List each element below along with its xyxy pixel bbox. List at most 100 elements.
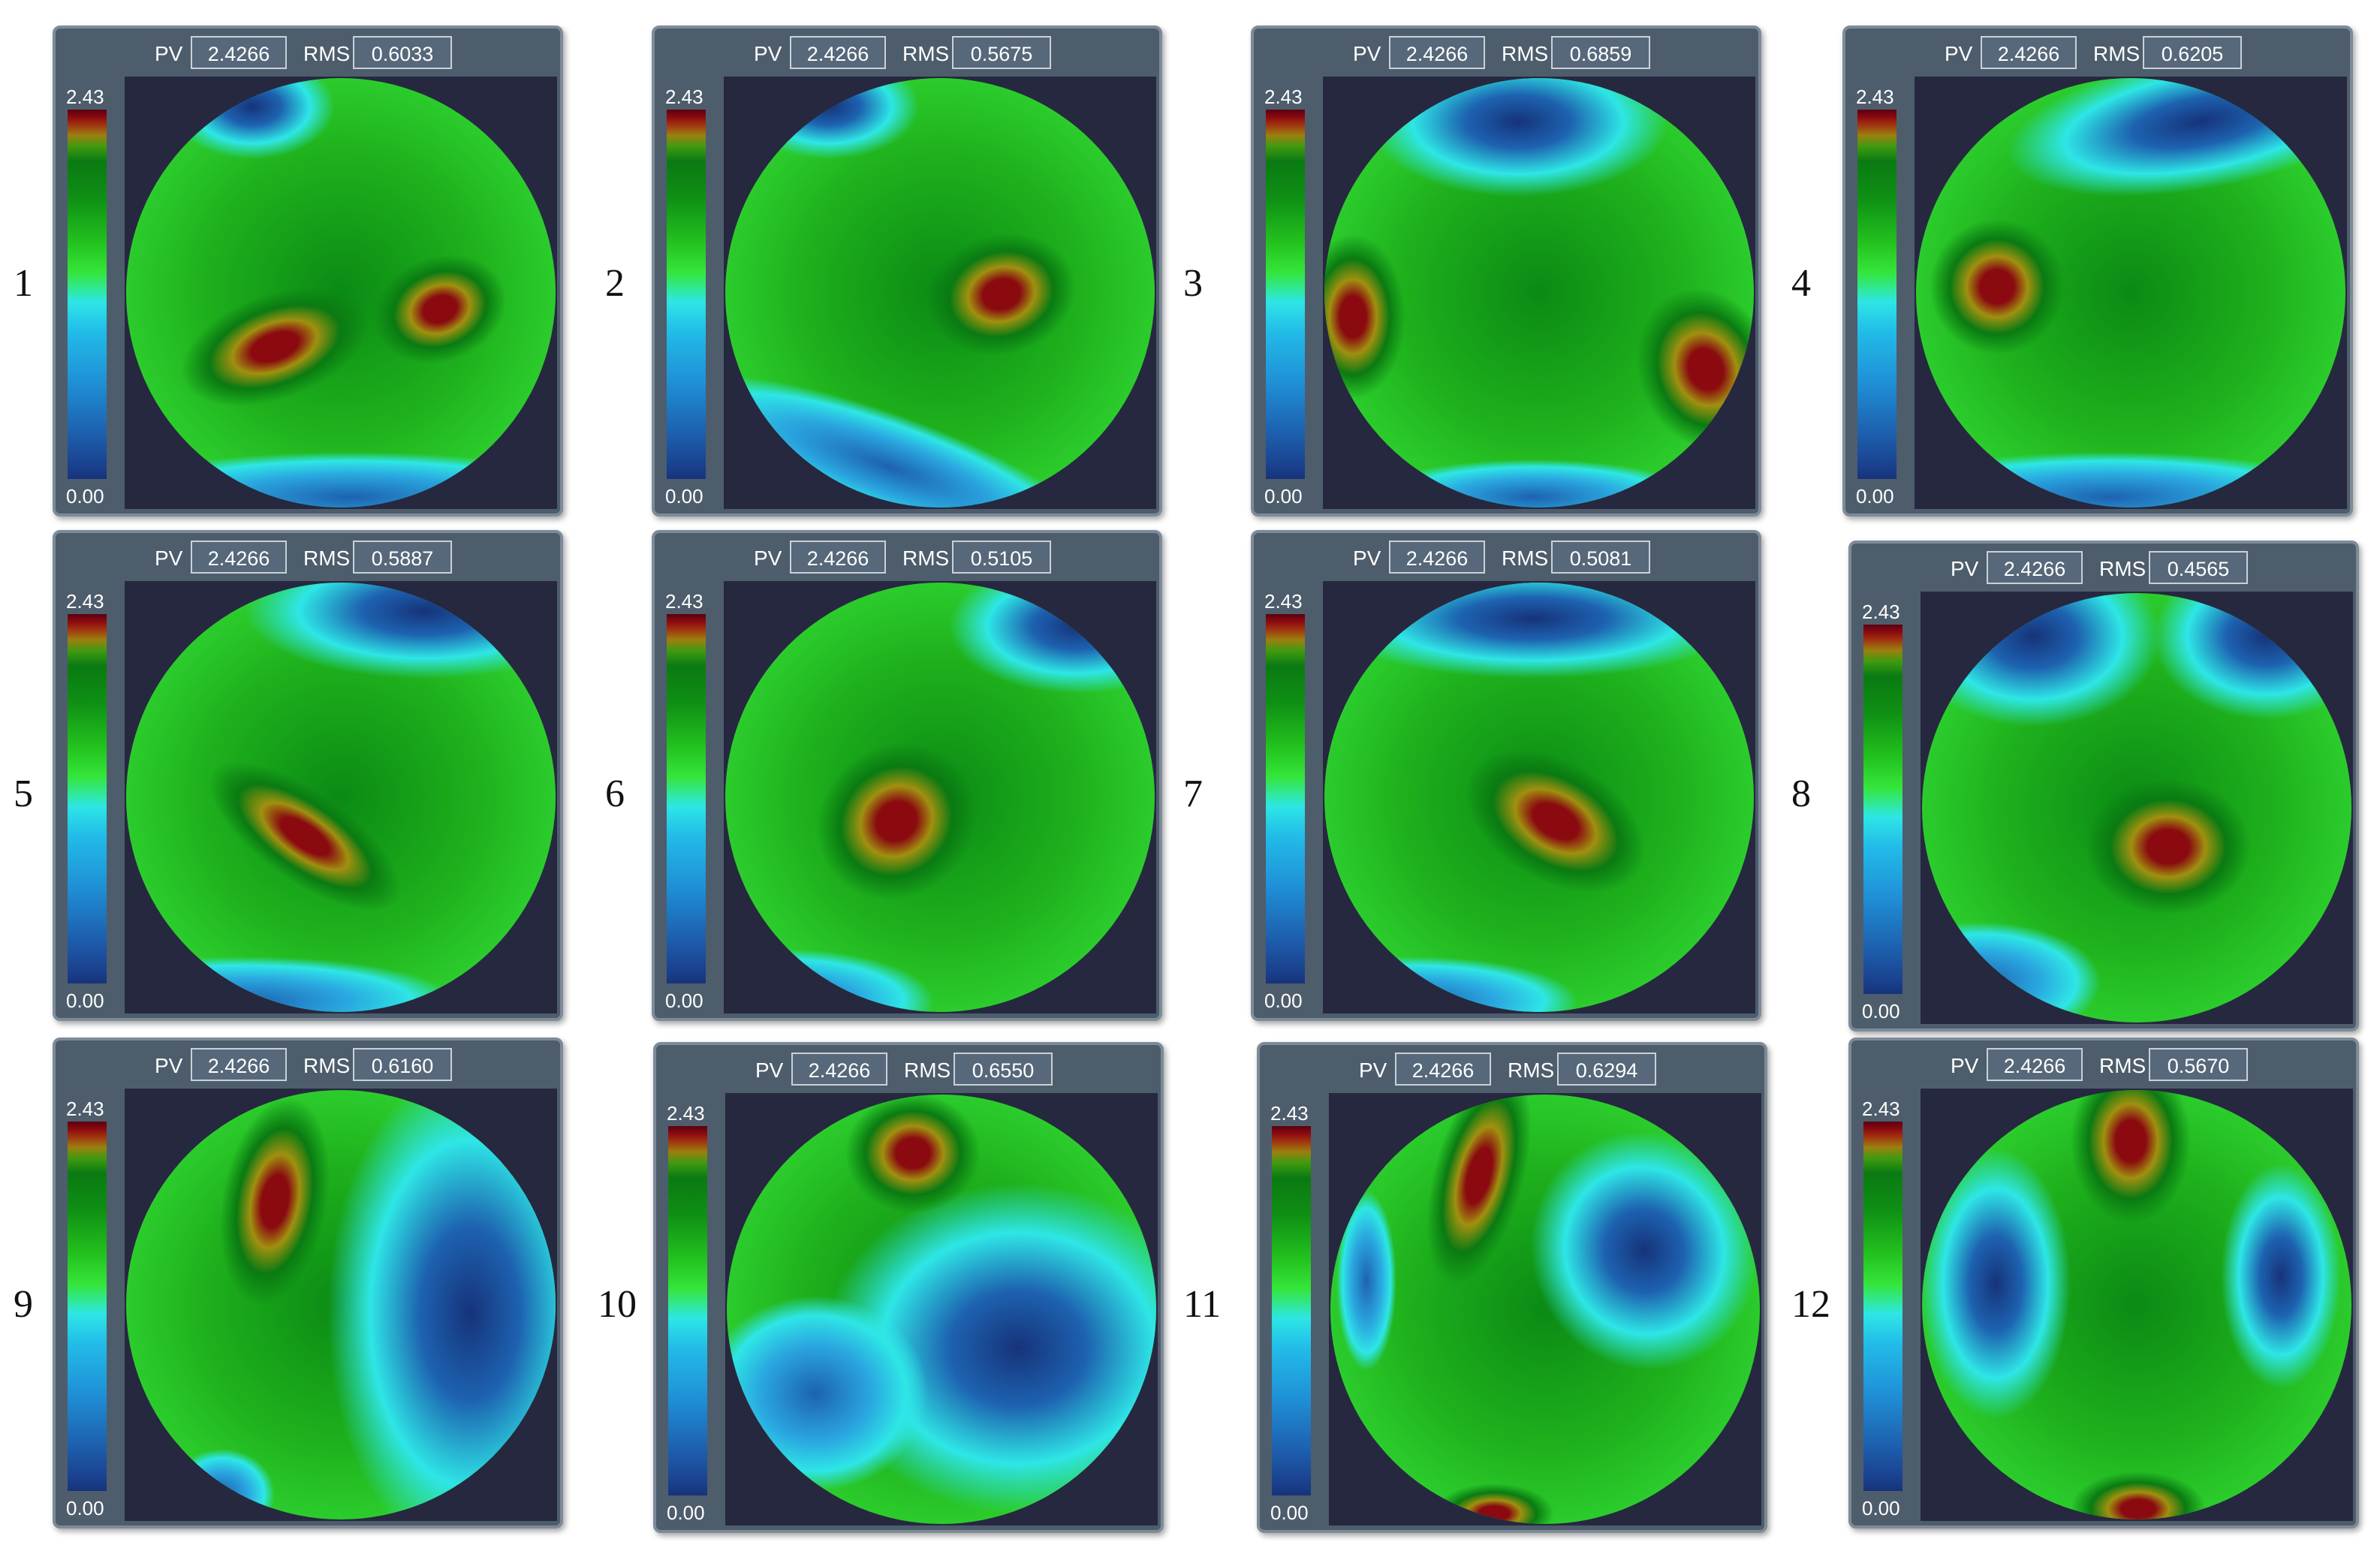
rms-label: RMS (902, 42, 950, 65)
scale-max-label: 2.43 (1264, 86, 1303, 108)
surface-map (725, 1093, 1158, 1525)
low-region (1922, 1149, 2071, 1419)
low-region (1336, 1191, 1396, 1371)
surface-map (1921, 1089, 2353, 1521)
surface-map-panel: PV 2.4266 RMS 0.5081 2.43 0.00 (1251, 530, 1761, 1021)
pv-label: PV (1359, 1059, 1387, 1082)
low-region (1368, 459, 1698, 507)
low-region (2221, 1164, 2341, 1389)
surface-map (724, 581, 1156, 1013)
colorbar (1857, 110, 1896, 479)
scale-min-label: 0.00 (1862, 1000, 1900, 1022)
peak-region (1466, 750, 1646, 893)
low-region (725, 375, 1101, 507)
rms-value: 0.6033 (353, 36, 452, 69)
surface-map-panel: PV 2.4266 RMS 0.5887 2.43 0.00 (53, 530, 563, 1021)
rms-label: RMS (1508, 1059, 1555, 1082)
surface-map-panel: PV 2.4266 RMS 0.5105 2.43 0.00 (652, 530, 1162, 1021)
figure-number: 8 (1791, 772, 1811, 815)
peak-region (181, 287, 369, 407)
surface-map-panel: PV 2.4266 RMS 0.6294 2.43 0.00 (1257, 1042, 1767, 1533)
colorbar (1266, 110, 1305, 479)
scale-max-label: 2.43 (1270, 1102, 1309, 1125)
surface-map (1921, 592, 2353, 1024)
surface-map (125, 581, 557, 1013)
surface-map-panel: PV 2.4266 RMS 0.6859 2.43 0.00 (1251, 26, 1761, 517)
rms-value: 0.6859 (1551, 36, 1650, 69)
surface-map-panel: PV 2.4266 RMS 0.6550 2.43 0.00 (653, 1042, 1164, 1533)
rms-value: 0.5887 (353, 541, 452, 574)
pv-value: 2.4266 (1987, 551, 2083, 584)
surface-map-panel: PV 2.4266 RMS 0.6160 2.43 0.00 (53, 1038, 563, 1528)
scale-max-label: 2.43 (66, 1098, 104, 1120)
peak-region (1426, 1095, 1532, 1285)
rms-value: 0.6205 (2143, 36, 2242, 69)
figure-number: 6 (605, 772, 625, 815)
surface-map (1915, 77, 2347, 509)
colorbar (68, 110, 107, 479)
peak-region (2071, 1471, 2206, 1519)
rms-label: RMS (1502, 42, 1549, 65)
scale-min-label: 0.00 (1264, 485, 1303, 507)
low-region (1922, 593, 2161, 727)
figure-number: 7 (1183, 772, 1203, 815)
colorbar (1266, 614, 1305, 983)
pv-label: PV (1951, 1054, 1979, 1077)
figure-number: 11 (1183, 1283, 1222, 1326)
figure-number: 1 (14, 262, 33, 305)
surface-map-panel: PV 2.4266 RMS 0.5670 2.43 0.00 (1848, 1038, 2359, 1528)
pv-label: PV (755, 1059, 784, 1082)
scale-max-label: 2.43 (665, 86, 703, 108)
figure-number: 10 (598, 1283, 637, 1326)
pv-label: PV (1353, 42, 1381, 65)
rms-label: RMS (1502, 547, 1549, 570)
surface-map (724, 77, 1156, 509)
pv-value: 2.4266 (191, 541, 287, 574)
pv-value: 2.4266 (1389, 541, 1485, 574)
colorbar (68, 1122, 107, 1491)
surface-map-panel: PV 2.4266 RMS 0.5675 2.43 0.00 (652, 26, 1162, 517)
rms-value: 0.6550 (954, 1053, 1053, 1086)
scale-min-label: 0.00 (1862, 1497, 1900, 1519)
scale-min-label: 0.00 (667, 1501, 705, 1524)
surface-map-panel: PV 2.4266 RMS 0.6205 2.43 0.00 (1842, 26, 2353, 517)
peak-region (374, 254, 506, 364)
figure-number: 4 (1791, 262, 1811, 305)
pv-value: 2.4266 (790, 541, 886, 574)
scale-max-label: 2.43 (665, 590, 703, 613)
pv-label: PV (754, 547, 782, 570)
rms-label: RMS (2099, 557, 2147, 580)
pv-value: 2.4266 (191, 1048, 287, 1081)
scale-min-label: 0.00 (66, 485, 104, 507)
scale-min-label: 0.00 (665, 485, 703, 507)
scale-min-label: 0.00 (66, 1497, 104, 1519)
peak-region (927, 233, 1076, 356)
rms-value: 0.5675 (952, 36, 1051, 69)
pv-label: PV (155, 1054, 183, 1077)
figure-number: 9 (14, 1283, 33, 1326)
scale-max-label: 2.43 (66, 590, 104, 613)
pv-value: 2.4266 (791, 1053, 887, 1086)
pv-value: 2.4266 (1981, 36, 2077, 69)
low-region (1530, 1131, 1758, 1370)
pv-label: PV (155, 42, 183, 65)
rms-label: RMS (2093, 42, 2140, 65)
surface-map (1323, 77, 1755, 509)
scale-min-label: 0.00 (665, 989, 703, 1012)
peak-region (209, 761, 401, 911)
surface-map-panel: PV 2.4266 RMS 0.6033 2.43 0.00 (53, 26, 563, 517)
peak-region (845, 1095, 981, 1213)
scale-min-label: 0.00 (66, 989, 104, 1012)
rms-label: RMS (303, 1054, 351, 1077)
colorbar (667, 110, 706, 479)
peak-region (2086, 779, 2251, 914)
surface-map (125, 77, 557, 509)
pv-label: PV (1945, 42, 1973, 65)
scale-min-label: 0.00 (1270, 1501, 1309, 1524)
peak-region (1930, 219, 2065, 354)
colorbar (1863, 1122, 1902, 1491)
colorbar (1272, 1126, 1311, 1495)
scale-max-label: 2.43 (66, 86, 104, 108)
colorbar (1863, 625, 1902, 994)
pv-label: PV (754, 42, 782, 65)
